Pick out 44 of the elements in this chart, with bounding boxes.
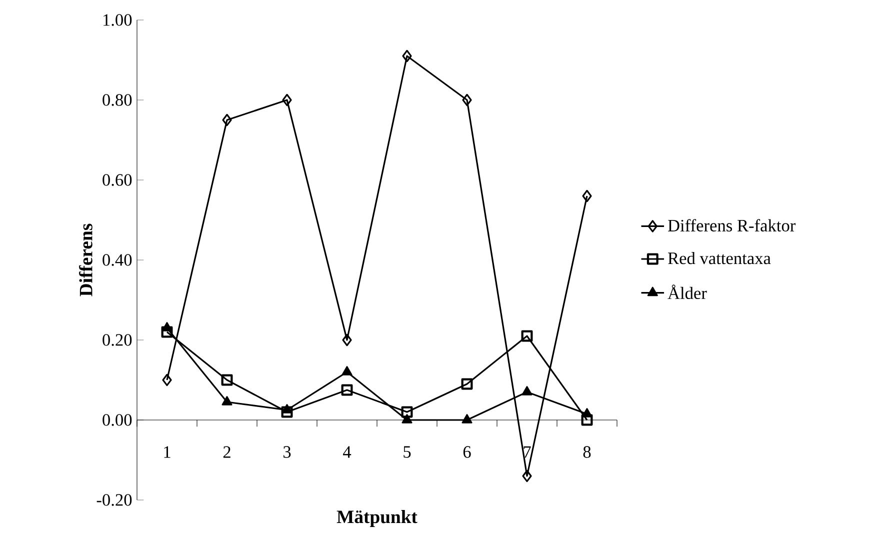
point <box>282 404 292 414</box>
point <box>582 190 592 202</box>
point <box>342 334 352 346</box>
point <box>462 94 472 106</box>
y-tick-label: 0.80 <box>102 94 132 106</box>
point <box>461 378 473 390</box>
x-tick-label: 1 <box>164 446 170 458</box>
y-tick-label: 1.00 <box>103 14 132 26</box>
point <box>281 406 293 418</box>
point <box>522 386 532 396</box>
point <box>342 366 352 376</box>
y-tick-label: 0.00 <box>102 414 132 426</box>
legend-label: Differens R-faktor <box>668 219 796 232</box>
point <box>402 50 412 62</box>
point <box>282 94 292 106</box>
point <box>522 470 532 482</box>
x-tick-label: 6 <box>463 446 471 458</box>
point <box>462 414 472 424</box>
y-tick-label: -0.20 <box>96 494 132 506</box>
point <box>222 396 232 406</box>
y-tick-label: 0.60 <box>102 174 132 186</box>
point <box>162 322 172 332</box>
point <box>221 374 233 386</box>
point <box>582 408 592 418</box>
x-axis-title: Mätpunkt <box>336 510 418 527</box>
legend-label: Ålder <box>668 284 707 300</box>
point <box>162 374 172 386</box>
point <box>341 384 353 396</box>
y-tick-label: 0.40 <box>102 254 132 266</box>
x-tick-label: 3 <box>284 446 291 458</box>
point <box>521 330 533 342</box>
x-tick-label: 5 <box>404 446 411 458</box>
point <box>222 114 232 126</box>
x-tick-label: 7 <box>524 446 531 458</box>
y-axis-title: Differens <box>79 224 92 296</box>
point <box>161 326 173 338</box>
y-tick-label: 0.20 <box>102 334 132 346</box>
x-tick-label: 4 <box>343 446 352 458</box>
legend-label: Red vattentaxa <box>668 252 771 264</box>
point <box>581 414 593 426</box>
x-tick-label: 8 <box>583 446 591 458</box>
point <box>402 414 412 424</box>
x-tick-label: 2 <box>223 446 230 458</box>
point <box>401 406 413 418</box>
